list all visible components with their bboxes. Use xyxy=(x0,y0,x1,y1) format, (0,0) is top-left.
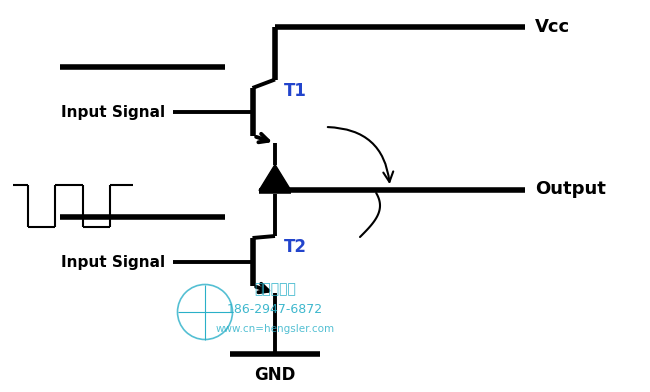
Text: 186-2947-6872: 186-2947-6872 xyxy=(227,303,323,316)
Text: Output: Output xyxy=(535,180,606,198)
Text: GND: GND xyxy=(254,365,296,383)
Text: Vcc: Vcc xyxy=(535,18,570,36)
Text: Input Signal: Input Signal xyxy=(61,254,165,270)
Text: www.cn=hengsler.com: www.cn=hengsler.com xyxy=(215,325,335,334)
Text: Input Signal: Input Signal xyxy=(61,105,165,120)
Polygon shape xyxy=(259,165,291,191)
Text: 西安德伍拓: 西安德伍拓 xyxy=(254,283,296,296)
Text: T1: T1 xyxy=(284,82,307,100)
Text: T2: T2 xyxy=(284,238,307,256)
